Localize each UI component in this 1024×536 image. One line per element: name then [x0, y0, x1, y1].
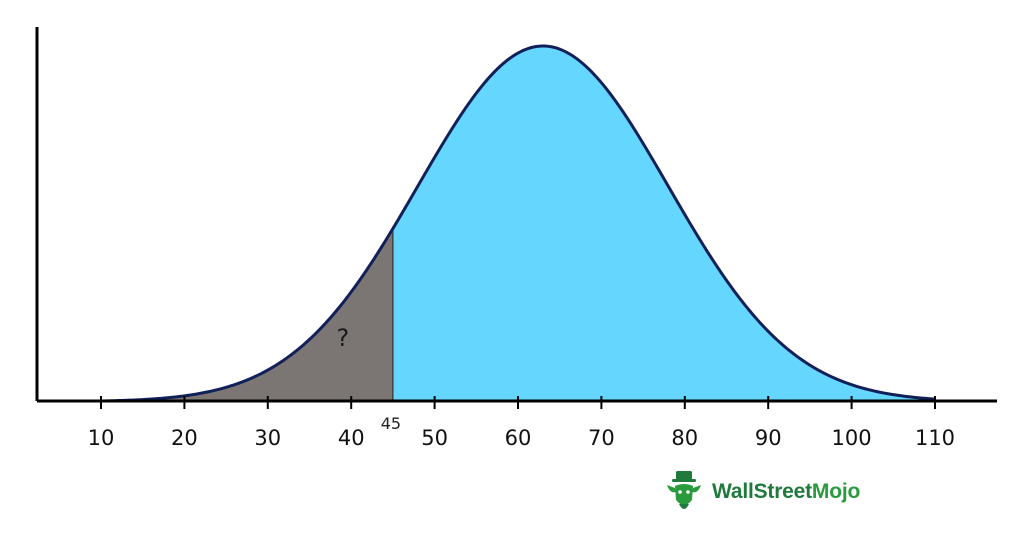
- logo-text-wallstreet: WallStreet: [712, 480, 812, 503]
- x-tick-label: 100: [832, 426, 872, 450]
- x-ticks: 10 20 30 40 50 60 70 80 90 100 110: [88, 396, 955, 450]
- x-tick-label: 110: [915, 426, 955, 450]
- x-tick-label: 10: [88, 426, 115, 450]
- bell-curve-outline: [100, 44, 936, 403]
- x-tick-label: 50: [421, 426, 448, 450]
- x-tick-label: 70: [588, 426, 615, 450]
- x-tick-label: 60: [505, 426, 532, 450]
- logo-text-mojo: Mojo: [811, 480, 861, 503]
- x-tick-label: 90: [755, 426, 782, 450]
- logo-wordmark: WallStreetMojo: [712, 480, 860, 504]
- marker-label: 45: [381, 414, 401, 433]
- bull-mascot-icon: [667, 471, 701, 509]
- x-tick-label: 30: [254, 426, 281, 450]
- shaded-area-left: [101, 228, 393, 401]
- x-tick-label: 80: [671, 426, 698, 450]
- x-tick-label: 40: [338, 426, 365, 450]
- x-tick-label: 20: [171, 426, 198, 450]
- wallstreetmojo-logo: WallStreetMojo: [664, 470, 860, 514]
- shaded-area-right: [392, 46, 935, 401]
- unknown-area-label: ?: [336, 324, 349, 352]
